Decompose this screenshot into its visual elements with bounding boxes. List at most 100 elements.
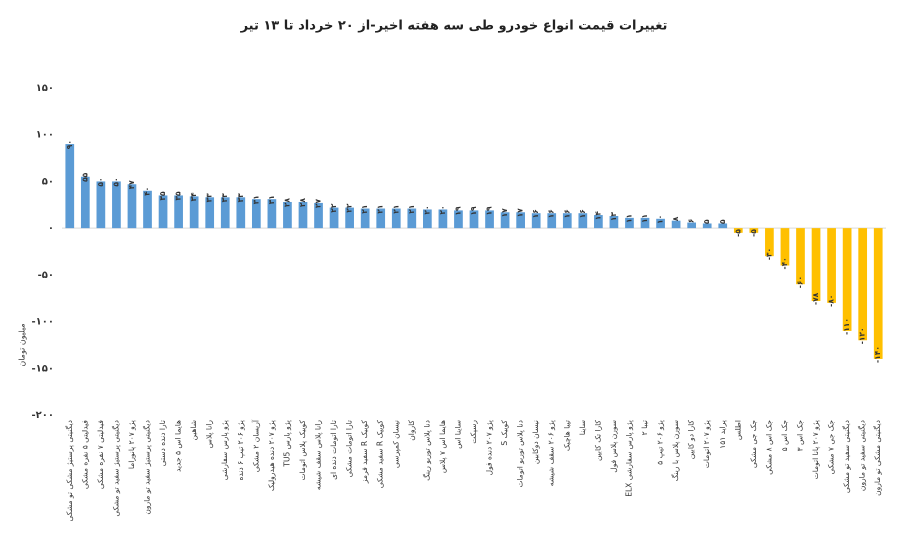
bar <box>423 209 432 229</box>
bar <box>609 215 619 229</box>
value-label: ۲۰ <box>438 205 447 214</box>
x-tick-label: پژو ۲۰۷ پانا اتومات <box>811 420 820 479</box>
value-label: -۱۴۰ <box>873 346 882 363</box>
bar <box>858 228 868 341</box>
bar <box>811 228 821 302</box>
bar <box>765 228 774 257</box>
x-tick-label: ساینا اس <box>453 420 462 449</box>
value-label: ۴۰ <box>143 187 152 196</box>
bar <box>220 197 230 229</box>
x-tick-label: شاهین <box>189 420 198 441</box>
bar <box>796 228 805 285</box>
x-tick-label: تارا اتومات دنده ای <box>329 420 338 480</box>
value-label: ۱۹ <box>453 206 462 216</box>
value-label: ۶ <box>687 219 696 224</box>
value-label: ۱۷ <box>516 208 525 218</box>
value-label: -۵ <box>749 229 758 237</box>
bar <box>65 144 75 229</box>
value-label: ۱۰ <box>656 215 665 224</box>
bar <box>594 215 603 229</box>
x-tick-label: پژو ۲۰۶ تیپ ۶ دنده <box>236 420 245 481</box>
bar <box>143 190 152 229</box>
x-tick-label: فیدلیتی ۵ نفره مشکی <box>80 420 89 490</box>
x-tick-label: هایما اس ۷ پلاس <box>438 420 447 473</box>
bar <box>127 184 137 229</box>
bar <box>702 223 712 229</box>
value-label: ۱۶ <box>578 209 587 218</box>
bar <box>873 228 883 359</box>
value-label: ۲۱ <box>360 205 369 214</box>
x-tick-label: دیگنیتی پرستیژ سفید تو مارون <box>143 420 152 515</box>
x-tick-label: دیگنیتی پرستیژ مشکی تو مشکی <box>65 420 74 521</box>
x-tick-label: کارا دو کابین <box>687 420 696 460</box>
x-tick-label: پژو ۲۰۷ اتومات <box>702 420 711 468</box>
bar <box>407 208 417 229</box>
bar <box>516 212 525 229</box>
value-label: ۳۱ <box>251 195 260 204</box>
chart-title: تغییرات قیمت انواع خودرو طی سه هفته اخیر… <box>240 19 668 34</box>
y-tick-label: ۱۵۰ <box>36 83 54 94</box>
value-label: ۱۹ <box>469 206 478 216</box>
value-label: ۲۱ <box>391 205 400 214</box>
y-tick-label: -۵۰ <box>38 270 54 281</box>
y-tick-label: ۱۰۰ <box>36 130 54 141</box>
y-tick-label: -۱۰۰ <box>32 317 54 328</box>
y-tick-label: -۲۰۰ <box>32 410 54 421</box>
bar <box>454 210 463 229</box>
x-tick-label: رسپکت <box>469 420 478 444</box>
value-label: -۴۰ <box>780 257 789 269</box>
bar <box>80 176 90 229</box>
value-label: ۱۶ <box>531 209 540 218</box>
value-label: ۲۸ <box>282 198 291 208</box>
value-label: -۱۱۰ <box>842 318 851 335</box>
bar <box>547 213 557 229</box>
y-tick-label: ۰ <box>48 223 54 234</box>
value-label: ۲۰ <box>422 205 431 214</box>
x-tick-label: ساینا <box>578 420 587 435</box>
bar <box>749 228 759 233</box>
value-label: ۱۹ <box>485 206 494 216</box>
value-label: ۲۱ <box>407 205 416 214</box>
x-tick-label: نیسان کمپرسی <box>391 420 400 468</box>
bar <box>485 210 494 229</box>
x-tick-label: نیسان دوکابین <box>531 420 540 464</box>
bar <box>827 228 836 303</box>
value-label: ۵۰ <box>111 177 120 186</box>
x-tick-label: کوییک R سفید مشکی <box>376 420 385 489</box>
bar <box>96 181 106 229</box>
x-tick-label: پژو پارس سفارشی ELX <box>624 420 633 497</box>
x-tick-label: آریسان ۲ مشکی <box>250 419 260 472</box>
value-label: ۳۴ <box>189 192 198 202</box>
x-tick-label: دیگنیتی پرستیژ سفید تو مشکی <box>111 420 120 517</box>
x-tick-label: دنا پلاس توربو اتومات <box>516 420 525 488</box>
bar <box>656 218 665 229</box>
bar <box>780 228 790 266</box>
bar <box>267 199 277 229</box>
value-label: ۵ <box>702 219 711 224</box>
value-label: ۲۲ <box>345 203 354 213</box>
bar <box>205 197 215 229</box>
x-tick-label: جک اس ۸ مشکی <box>764 420 773 475</box>
value-label: ۲۷ <box>314 198 323 208</box>
y-tick-label: -۱۵۰ <box>32 363 54 374</box>
x-tick-label: سورن پلاس فول <box>609 420 618 473</box>
value-label: ۲۱ <box>376 205 385 214</box>
x-tick-label: پژو ۲۰۷ دنده فول <box>485 420 494 475</box>
value-label: ۱۶ <box>562 209 571 218</box>
bar <box>469 210 479 229</box>
x-tick-label: جک جی مشکی <box>749 420 758 468</box>
y-tick-label: ۵۰ <box>42 176 54 187</box>
bar <box>158 195 168 229</box>
bar <box>671 220 681 229</box>
x-tick-label: جک اس ۵ <box>780 420 789 452</box>
x-tick-label: کوییک S <box>500 420 509 446</box>
bar <box>733 228 743 233</box>
x-tick-label: هایما اس ۵ جدید <box>174 420 183 472</box>
value-label: ۱۱ <box>640 214 649 223</box>
bar <box>314 202 323 229</box>
value-label: -۷۸ <box>811 292 820 305</box>
value-label: ۸ <box>671 216 680 221</box>
x-tick-label: جک اس ۳ <box>795 420 804 452</box>
value-label: ۳۳ <box>236 193 245 203</box>
